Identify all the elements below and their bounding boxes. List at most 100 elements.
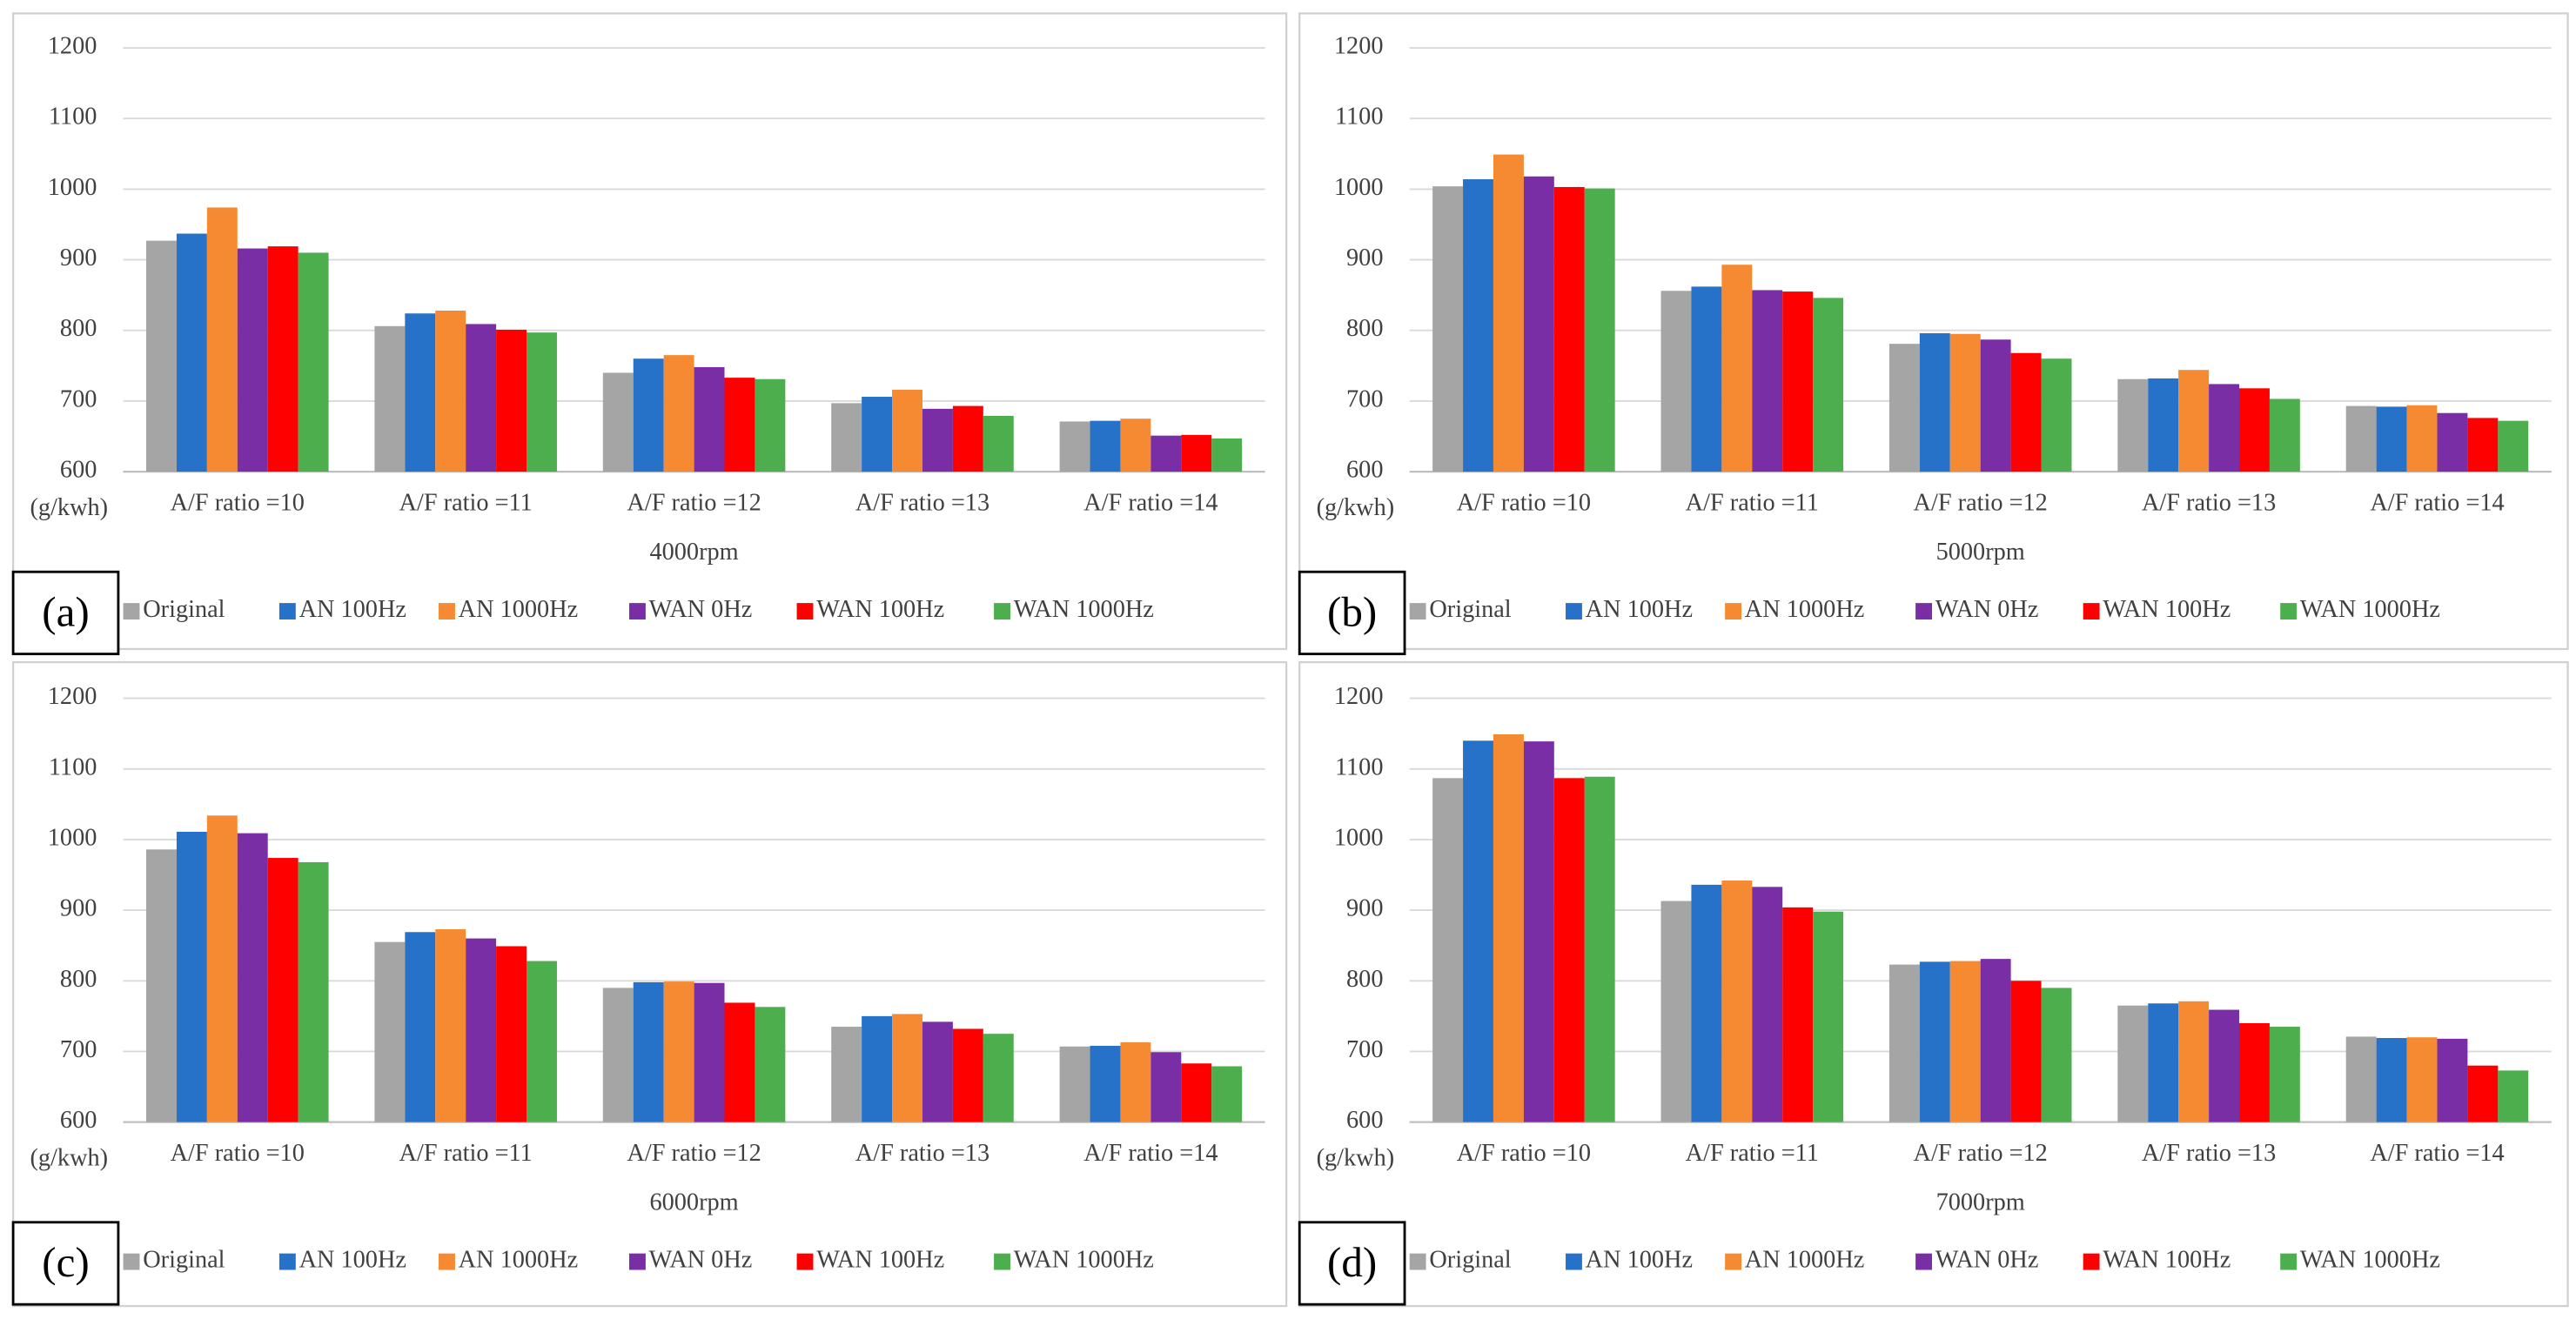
- legend-label: AN 1000Hz: [1745, 596, 1865, 623]
- legend-swatch: [1409, 1253, 1426, 1270]
- x-tick-label: A/F ratio =12: [1914, 489, 2048, 516]
- y-axis-label: (g/kwh): [30, 494, 108, 521]
- bar: [694, 982, 725, 1122]
- bar: [2406, 1037, 2438, 1122]
- bar: [1752, 290, 1783, 472]
- bar: [2437, 1038, 2468, 1122]
- bar: [1432, 778, 1464, 1122]
- bar: [1691, 884, 1722, 1122]
- y-tick-label: 700: [1346, 385, 1383, 412]
- bar: [1181, 1063, 1212, 1122]
- bar: [755, 378, 786, 472]
- bar: [2437, 412, 2468, 472]
- legend-label: WAN 0Hz: [1935, 596, 2039, 623]
- legend-swatch: [629, 603, 646, 619]
- bar: [724, 378, 755, 472]
- bar: [1553, 778, 1585, 1122]
- x-tick-label: A/F ratio =13: [855, 1140, 989, 1167]
- legend-swatch: [1566, 603, 1582, 619]
- x-tick-label: A/F ratio =11: [399, 1140, 533, 1167]
- panel-label: (c): [42, 1238, 89, 1286]
- panel-label-box: [11, 1221, 120, 1306]
- x-tick-label: A/F ratio =12: [1914, 1140, 2048, 1167]
- bar: [922, 408, 953, 472]
- x-tick-label: A/F ratio =13: [2142, 489, 2276, 516]
- y-tick-label: 1000: [48, 824, 97, 851]
- bar: [2117, 1005, 2149, 1122]
- bar: [983, 415, 1014, 472]
- x-tick-label: A/F ratio =14: [1083, 489, 1218, 516]
- bar: [1181, 434, 1212, 472]
- legend-label: WAN 0Hz: [1935, 1247, 2039, 1274]
- x-tick-label: A/F ratio =14: [2370, 1140, 2504, 1167]
- y-tick-label: 1000: [1334, 174, 1384, 201]
- legend-swatch: [439, 603, 455, 619]
- bar: [1150, 1052, 1182, 1122]
- bar: [1813, 911, 1844, 1122]
- bar: [1432, 186, 1464, 472]
- legend-label: Original: [143, 1247, 225, 1274]
- bar: [694, 366, 725, 472]
- bar: [2406, 405, 2438, 472]
- bar: [952, 1028, 983, 1122]
- legend-swatch: [796, 1253, 814, 1270]
- bar: [2117, 378, 2149, 472]
- legend-label: AN 100Hz: [1586, 1247, 1693, 1274]
- bar: [1090, 1045, 1121, 1122]
- x-tick-label: A/F ratio =13: [855, 489, 989, 516]
- bar: [952, 405, 983, 472]
- legend-swatch: [1725, 1253, 1742, 1270]
- bar: [1090, 420, 1121, 472]
- x-tick-label: A/F ratio =11: [399, 489, 533, 516]
- bar: [2239, 388, 2270, 472]
- y-tick-label: 800: [60, 966, 97, 993]
- bar: [1980, 959, 2011, 1122]
- legend-swatch: [278, 603, 296, 619]
- bar: [2269, 1027, 2300, 1122]
- bar: [2345, 405, 2377, 472]
- bar: [405, 932, 436, 1122]
- bar: [1691, 286, 1722, 472]
- panel-label-box: [1298, 570, 1406, 656]
- bar: [146, 849, 177, 1122]
- x-tick-label: A/F ratio =13: [2142, 1140, 2276, 1167]
- bar: [1059, 1046, 1090, 1122]
- legend-label: WAN 0Hz: [649, 1247, 753, 1274]
- bar: [2239, 1022, 2270, 1122]
- x-axis-label: 6000rpm: [649, 1189, 738, 1216]
- bar: [146, 240, 177, 472]
- bar: [267, 858, 299, 1122]
- bar: [2345, 1036, 2377, 1122]
- bar: [1782, 907, 1814, 1122]
- bar: [983, 1034, 1014, 1122]
- y-axis-label: (g/kwh): [1317, 494, 1395, 521]
- bar: [374, 325, 406, 472]
- y-tick-label: 1200: [1334, 683, 1384, 710]
- y-tick-label: 600: [60, 1107, 97, 1134]
- y-tick-label: 600: [1346, 1107, 1383, 1134]
- legend-swatch: [123, 603, 140, 619]
- bar: [1721, 881, 1753, 1122]
- legend-label: WAN 100Hz: [816, 1247, 944, 1274]
- bar: [1782, 291, 1814, 472]
- legend-label: WAN 100Hz: [816, 596, 944, 623]
- bar: [435, 311, 466, 472]
- bar: [2467, 418, 2499, 472]
- y-tick-label: 600: [60, 457, 97, 484]
- y-tick-label: 700: [60, 1036, 97, 1063]
- bar: [466, 938, 497, 1122]
- legend-swatch: [994, 1253, 1010, 1270]
- y-tick-label: 1100: [1335, 753, 1384, 780]
- bar: [1584, 776, 1615, 1122]
- bar: [831, 403, 862, 472]
- bar: [2498, 1070, 2529, 1122]
- bar: [176, 832, 207, 1122]
- y-axis-label: (g/kwh): [1317, 1145, 1395, 1172]
- bar: [435, 929, 466, 1122]
- bar: [922, 1021, 953, 1122]
- legend-swatch: [1725, 603, 1742, 619]
- bar: [2467, 1065, 2499, 1122]
- x-tick-label: A/F ratio =12: [627, 1140, 761, 1167]
- legend-label: WAN 0Hz: [649, 596, 753, 623]
